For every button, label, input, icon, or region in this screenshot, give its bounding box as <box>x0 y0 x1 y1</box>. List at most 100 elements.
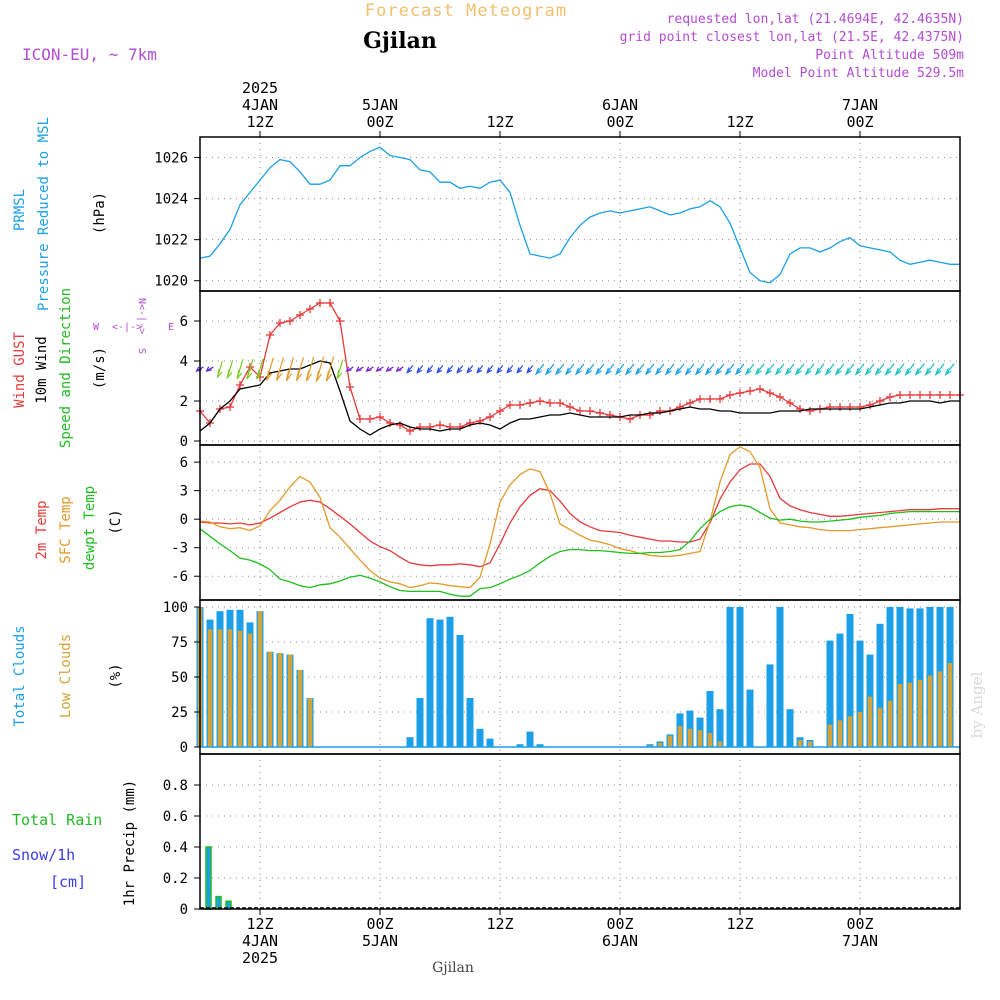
wind-arrow <box>944 363 955 376</box>
rain-bar <box>215 895 222 910</box>
dewpt-label: dewpt Temp <box>82 486 98 570</box>
wind-arrow <box>634 363 645 376</box>
total-cloud-bar <box>436 619 444 747</box>
wind-arrow <box>385 366 394 372</box>
total-cloud-bar <box>886 607 894 747</box>
pressure-unit: (hPa) <box>92 192 108 234</box>
gust-marker <box>786 399 794 407</box>
top-time-label: 00Z <box>606 113 633 131</box>
y-tick-label: 1022 <box>154 233 188 249</box>
wind-dir-label: Speed and Direction <box>58 288 74 448</box>
wind-arrow <box>854 363 865 376</box>
gust-marker <box>946 391 954 399</box>
y-tick-label: 25 <box>171 705 188 721</box>
gust-marker <box>596 409 604 417</box>
pressure-label-1: PRMSL <box>12 189 28 231</box>
total-cloud-bar <box>526 731 534 747</box>
gust-marker <box>726 391 734 399</box>
gust-marker <box>626 415 634 423</box>
low-cloud-bar <box>857 712 863 747</box>
wind-arrow <box>275 357 285 381</box>
panel-frame <box>199 136 961 292</box>
gust-marker <box>496 407 504 415</box>
compass-s: S <box>136 348 147 354</box>
top-time-label: 5JAN <box>362 96 398 114</box>
gust-marker <box>896 391 904 399</box>
wind-arrow <box>365 366 374 372</box>
low-cloud-bar <box>287 654 293 747</box>
y-tick-label: 100 <box>163 600 188 616</box>
gust-marker <box>746 387 754 395</box>
gust-marker <box>546 399 554 407</box>
wind-arrow <box>734 363 745 376</box>
wind-arrow <box>774 363 785 376</box>
low-cloud-bar <box>247 633 253 747</box>
wind-arrow <box>724 363 735 376</box>
low-cloud-bar <box>297 670 303 747</box>
precip-y-title: 1hr Precip (mm) <box>122 780 138 906</box>
gust-marker <box>326 299 334 307</box>
low-cloud-bar <box>887 700 893 747</box>
model-name: ICON-EU, ~ 7km <box>22 45 157 64</box>
bottom-time-label: 12Z <box>246 915 273 933</box>
wind-unit: (m/s) <box>92 347 108 389</box>
low-cloud-bar <box>797 740 803 747</box>
gust-marker <box>556 399 564 407</box>
wind-arrow <box>416 365 424 374</box>
low-cloud-bar <box>897 684 903 747</box>
gust-marker <box>286 317 294 325</box>
low-cloud-bar <box>677 726 683 747</box>
gust-marker <box>376 413 384 421</box>
bottom-time-label: 00Z <box>606 915 633 933</box>
total-cloud-bar <box>706 691 714 747</box>
10m-wind-line <box>199 360 960 436</box>
low-clouds-label: Low Clouds <box>58 634 74 718</box>
gust-marker <box>426 423 434 431</box>
wind-arrow <box>784 363 795 376</box>
top-time-label: 12Z <box>486 113 513 131</box>
y-tick-label: 0.6 <box>163 809 188 825</box>
wind-arrow <box>644 363 655 376</box>
panel-frame <box>199 753 961 910</box>
wind-arrow <box>535 363 545 376</box>
low-cloud-bar <box>697 730 703 747</box>
bottom-time-label: 6JAN <box>602 932 638 950</box>
gust-marker <box>536 397 544 405</box>
gust-marker <box>306 305 314 313</box>
total-cloud-bar <box>896 607 904 747</box>
y-tick-label: 0 <box>180 740 188 756</box>
gust-marker <box>756 385 764 393</box>
y-tick-label: 75 <box>171 635 188 651</box>
wind-arrow <box>205 366 214 372</box>
y-tick-label: 3 <box>180 484 188 500</box>
total-cloud-bar <box>516 744 524 747</box>
gust-marker <box>416 423 424 431</box>
gust-marker <box>806 407 814 415</box>
wind-arrow <box>554 363 565 376</box>
low-cloud-bar <box>667 735 673 747</box>
total-cloud-bar <box>476 728 484 747</box>
gust-marker <box>766 389 774 397</box>
y-tick-label: 1026 <box>154 151 188 167</box>
y-tick-label: 1024 <box>154 192 188 208</box>
wind-arrow <box>325 356 335 382</box>
wind-arrow <box>694 363 705 376</box>
wind-arrow <box>226 360 234 380</box>
rain-label: Total Rain <box>12 811 102 829</box>
bottom-time-label: 5JAN <box>362 932 398 950</box>
pressure-label-2: Pressure Reduced to MSL <box>36 117 52 311</box>
wind-arrow <box>904 363 915 376</box>
gust-marker <box>646 411 654 419</box>
wind-arrow <box>426 365 434 374</box>
model-altitude: Model Point Altitude 529.5m <box>753 66 964 81</box>
gust-marker <box>476 417 484 425</box>
wind-arrow <box>446 365 454 374</box>
y-tick-label: 0 <box>180 902 188 918</box>
location-title: Gjilan <box>363 28 437 54</box>
wind-arrow <box>336 359 344 379</box>
gust-label: Wind GUST <box>12 332 28 408</box>
y-tick-label: 6 <box>180 314 188 330</box>
wind-arrow <box>794 363 805 376</box>
total-cloud-bar <box>876 623 884 747</box>
total-cloud-bar <box>826 640 834 747</box>
